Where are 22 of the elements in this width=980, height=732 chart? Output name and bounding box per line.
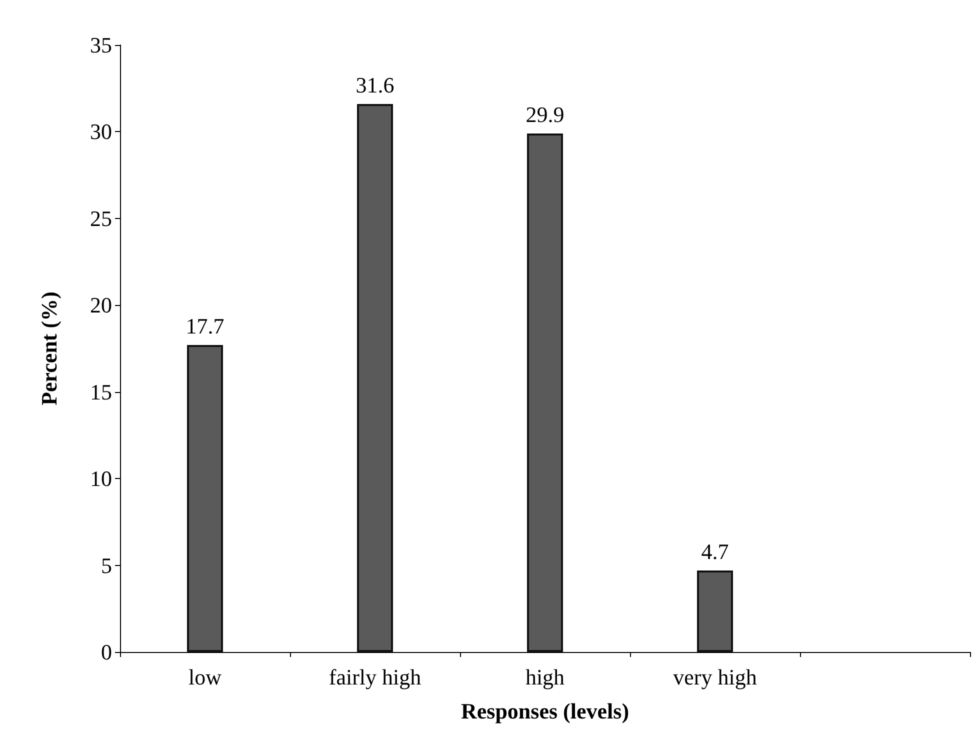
data-label: 29.9 bbox=[526, 102, 564, 127]
bar bbox=[697, 570, 733, 652]
y-tick-label: 5 bbox=[101, 552, 112, 578]
y-tick-label: 30 bbox=[90, 119, 112, 144]
data-label: 4.7 bbox=[701, 538, 729, 564]
y-tick-label: 0 bbox=[101, 640, 112, 664]
y-tick-label: 15 bbox=[90, 379, 112, 404]
y-tick-label: 25 bbox=[90, 206, 112, 231]
bar bbox=[187, 345, 223, 652]
y-tick-label: 10 bbox=[90, 466, 112, 492]
y-tick-label: 35 bbox=[90, 32, 112, 58]
x-tick-label: low bbox=[188, 664, 222, 690]
y-tick-label: 20 bbox=[90, 292, 112, 318]
bar bbox=[357, 104, 393, 652]
data-label: 17.7 bbox=[186, 314, 224, 339]
x-tick-label: high bbox=[525, 664, 565, 690]
x-tick-label: very high bbox=[673, 664, 757, 690]
bar bbox=[527, 133, 563, 652]
x-axis-title: Responses (levels) bbox=[460, 698, 630, 724]
x-tick-label: fairly high bbox=[328, 664, 422, 690]
y-axis-title: Percent (%) bbox=[36, 292, 62, 406]
data-label: 31.6 bbox=[356, 72, 394, 98]
